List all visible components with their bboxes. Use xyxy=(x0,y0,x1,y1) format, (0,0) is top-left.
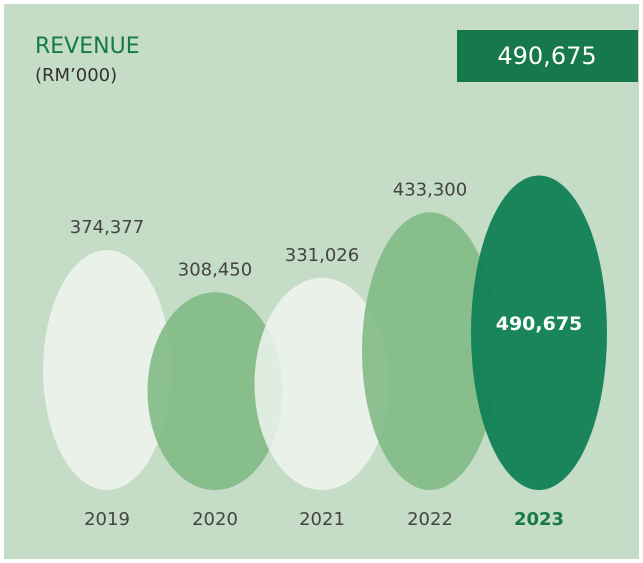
value-label: 308,450 xyxy=(178,259,252,280)
chart-subtitle: (RM’000) xyxy=(35,65,117,86)
revenue-ellipse xyxy=(362,212,498,490)
revenue-ellipse xyxy=(254,277,390,490)
x-tick-label: 2021 xyxy=(299,509,345,530)
total-box xyxy=(457,30,638,82)
value-label: 490,675 xyxy=(496,313,583,335)
revenue-ellipse xyxy=(471,175,607,491)
x-tick-label: 2023 xyxy=(514,509,564,530)
x-tick-label: 2022 xyxy=(407,509,453,530)
x-tick-label: 2020 xyxy=(192,509,238,530)
value-label: 374,377 xyxy=(70,217,144,238)
value-label: 433,300 xyxy=(393,179,467,200)
total-value: 490,675 xyxy=(497,42,596,70)
value-label: 331,026 xyxy=(285,245,359,266)
chart-title: REVENUE xyxy=(35,34,140,59)
revenue-ellipse xyxy=(147,292,283,490)
x-tick-label: 2019 xyxy=(84,509,130,530)
revenue-ellipse xyxy=(43,250,171,490)
